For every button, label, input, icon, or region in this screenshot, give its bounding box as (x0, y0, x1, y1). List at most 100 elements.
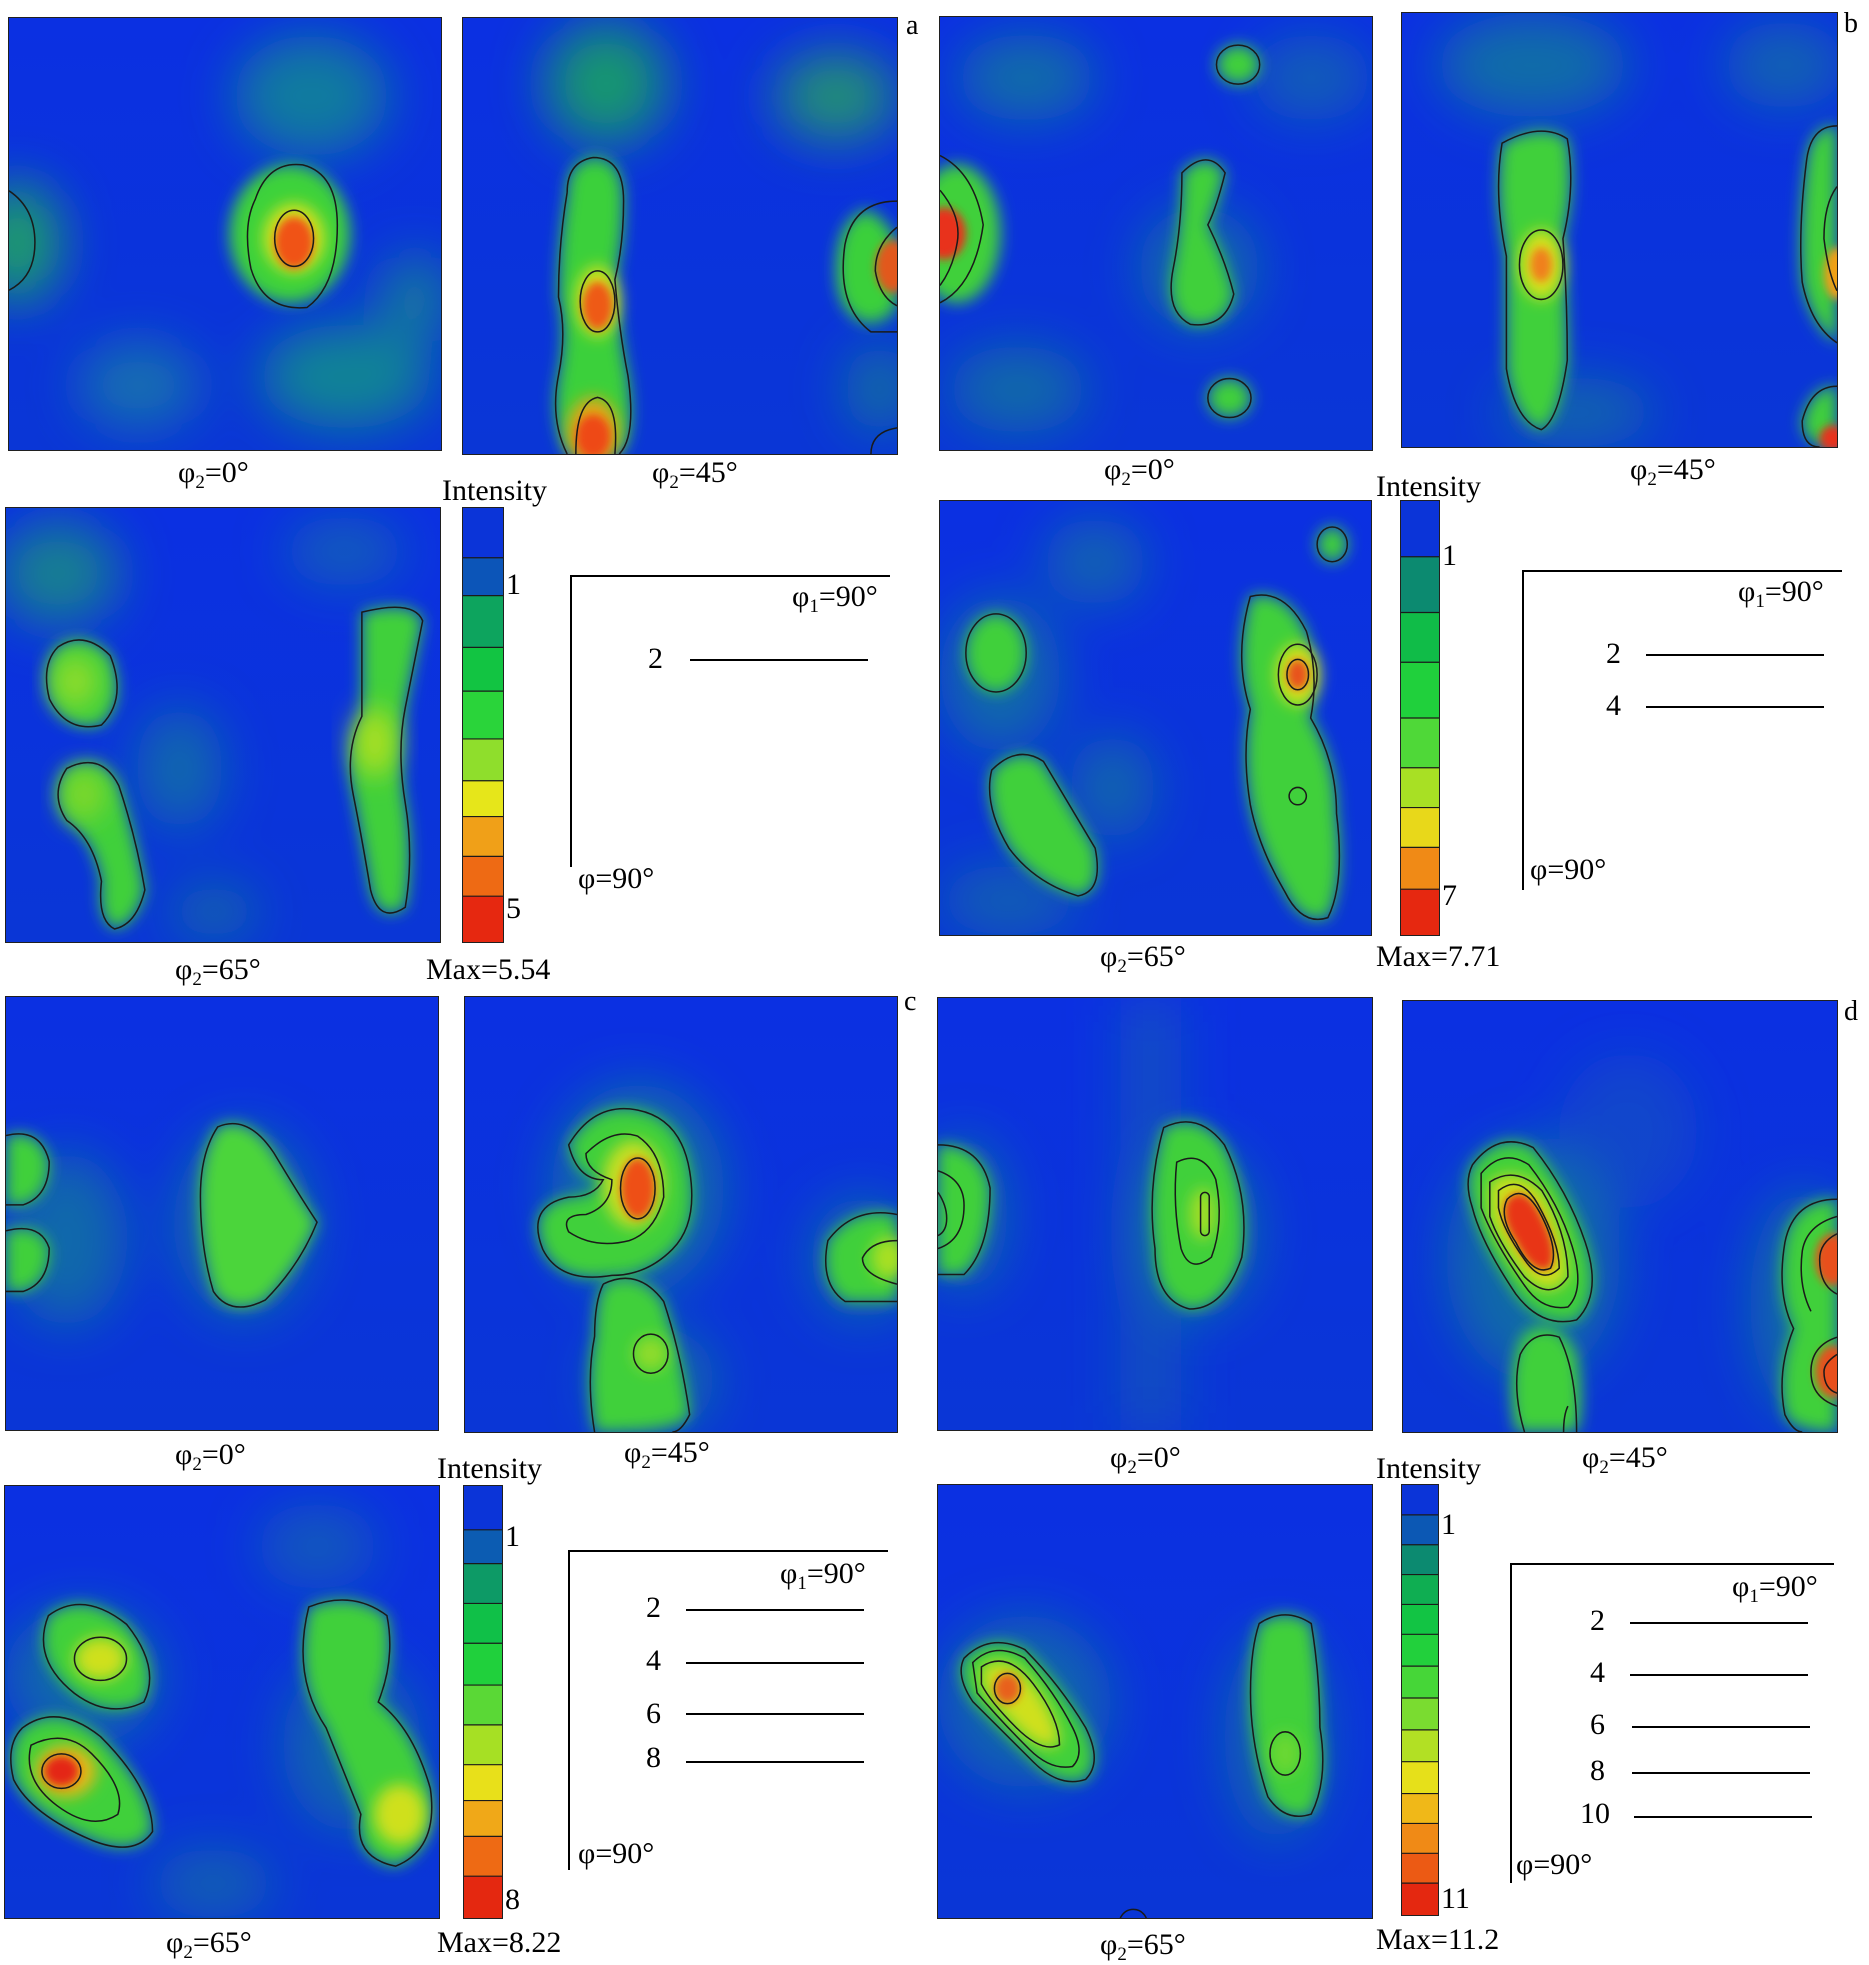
section-label: φ2=45° (652, 456, 738, 493)
odf-section-phi2-0 (8, 17, 442, 451)
legend-level: 2 (1590, 1604, 1605, 1637)
colorbar-tick-low: 1 (1441, 1508, 1456, 1541)
odf-section-phi2-0 (939, 16, 1373, 451)
colorbar-gradient (1400, 500, 1440, 936)
colorbar-tick-high: 7 (1442, 879, 1457, 912)
max-intensity: Max=11.2 (1376, 1923, 1500, 1956)
legend-phi1-label: φ1=90° (1732, 1570, 1818, 1607)
section-label: φ2=45° (1582, 1441, 1668, 1478)
odf-section-phi2-65 (5, 507, 441, 943)
panel-letter: a (906, 10, 919, 41)
legend-phi1-axis (570, 575, 890, 577)
legend-level-line (686, 1761, 864, 1763)
section-label: φ2=65° (1100, 1928, 1186, 1965)
odf-section-phi2-65 (4, 1485, 440, 1919)
legend-level: 8 (646, 1741, 661, 1774)
legend-level-line (686, 1609, 864, 1611)
odf-section-phi2-0 (937, 997, 1373, 1431)
section-label: φ2=65° (175, 953, 261, 990)
odf-map (5, 1486, 439, 1918)
section-label: φ2=0° (175, 1438, 246, 1475)
section-label: φ2=65° (166, 1926, 252, 1963)
max-intensity: Max=8.22 (437, 1926, 562, 1959)
legend-level-line (1646, 706, 1824, 708)
odf-section-phi2-45 (464, 996, 898, 1433)
section-label: φ2=0° (178, 456, 249, 493)
legend-level: 4 (1606, 689, 1621, 722)
legend-level: 2 (1606, 637, 1621, 670)
legend-level-line (686, 1713, 864, 1715)
panel-letter: c (904, 986, 917, 1017)
colorbar-gradient (462, 507, 504, 943)
legend-phi1-axis (1522, 570, 1842, 572)
odf-section-phi2-45 (1401, 12, 1838, 448)
colorbar-tick-low: 1 (1442, 539, 1457, 572)
legend-level-line (1646, 654, 1824, 656)
legend-level: 2 (648, 642, 663, 675)
odf-map (1402, 13, 1837, 447)
odf-map (940, 501, 1371, 935)
legend-phi-label: φ=90° (578, 1837, 655, 1870)
legend-phi-axis (570, 575, 572, 867)
legend-level: 8 (1590, 1754, 1605, 1787)
colorbar-tick-high: 8 (505, 1883, 520, 1916)
panel-letter: b (1844, 8, 1858, 39)
max-intensity: Max=5.54 (426, 953, 551, 986)
legend-level-line (1632, 1726, 1810, 1728)
panel-letter: d (1844, 996, 1858, 1027)
legend-level-line (686, 1662, 864, 1664)
section-label: φ2=45° (1630, 453, 1716, 490)
legend-level-line (1630, 1674, 1808, 1676)
colorbar-tick-low: 1 (506, 568, 521, 601)
odf-map (940, 17, 1372, 450)
colorbar-title: Intensity (442, 474, 547, 507)
legend-level: 6 (1590, 1708, 1605, 1741)
legend-phi-label: φ=90° (1516, 1848, 1593, 1881)
section-label: φ2=0° (1110, 1441, 1181, 1478)
odf-map (463, 18, 897, 454)
legend-phi-axis (568, 1550, 570, 1870)
odf-section-phi2-45 (462, 17, 898, 455)
colorbar-gradient (463, 1485, 503, 1919)
legend-level-line (1630, 1622, 1808, 1624)
legend-level-line (690, 659, 868, 661)
section-label: φ2=45° (624, 1436, 710, 1473)
odf-map (9, 18, 441, 450)
legend-phi1-label: φ1=90° (792, 580, 878, 617)
odf-map (465, 997, 897, 1432)
legend-level-line (1634, 1816, 1812, 1818)
colorbar-title: Intensity (1376, 470, 1481, 503)
legend-level-line (1632, 1772, 1810, 1774)
legend-phi1-axis (1510, 1563, 1834, 1565)
legend-phi-label: φ=90° (1530, 853, 1607, 886)
odf-section-phi2-65 (939, 500, 1372, 936)
legend-phi1-label: φ1=90° (1738, 575, 1824, 612)
legend-phi-axis (1510, 1563, 1512, 1883)
legend-level: 6 (646, 1697, 661, 1730)
colorbar-tick-low: 1 (505, 1520, 520, 1553)
legend-level: 10 (1580, 1797, 1610, 1830)
max-intensity: Max=7.71 (1376, 940, 1501, 973)
colorbar-title: Intensity (437, 1452, 542, 1485)
odf-section-phi2-0 (5, 996, 439, 1431)
legend-level: 4 (646, 1644, 661, 1677)
legend-phi1-label: φ1=90° (780, 1557, 866, 1594)
colorbar-gradient (1401, 1484, 1439, 1916)
legend-level: 2 (646, 1591, 661, 1624)
section-label: φ2=0° (1104, 453, 1175, 490)
legend-phi1-axis (568, 1550, 888, 1552)
colorbar-tick-high: 5 (506, 892, 521, 925)
odf-section-phi2-45 (1402, 1000, 1838, 1433)
odf-map (1403, 1001, 1837, 1432)
odf-map (938, 998, 1372, 1430)
legend-phi-axis (1522, 570, 1524, 890)
odf-section-phi2-65 (937, 1484, 1373, 1919)
section-label: φ2=65° (1100, 940, 1186, 977)
legend-level: 4 (1590, 1656, 1605, 1689)
odf-map (6, 508, 440, 942)
odf-map (6, 997, 438, 1430)
colorbar-title: Intensity (1376, 1452, 1481, 1485)
legend-phi-label: φ=90° (578, 862, 655, 895)
odf-map (938, 1485, 1372, 1918)
colorbar-tick-high: 11 (1441, 1882, 1470, 1915)
